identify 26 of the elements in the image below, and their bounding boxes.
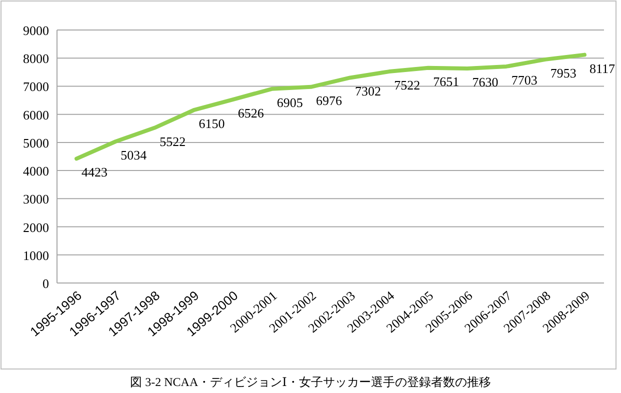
data-label: 6905 xyxy=(276,94,303,110)
y-tick-label: 2000 xyxy=(23,220,49,235)
data-label: 7302 xyxy=(355,84,382,99)
y-tick-label: 9000 xyxy=(23,23,49,38)
y-tick-label: 5000 xyxy=(23,135,49,150)
data-label: 7522 xyxy=(394,78,420,93)
data-label: 7703 xyxy=(511,72,538,88)
y-tick-label: 8000 xyxy=(23,51,49,66)
line-series xyxy=(74,52,586,161)
y-tick-label: 4000 xyxy=(23,164,49,179)
data-label: 8117 xyxy=(589,60,616,76)
y-tick-label: 3000 xyxy=(23,192,49,207)
data-label: 6150 xyxy=(198,116,225,132)
data-label: 5522 xyxy=(160,134,186,149)
data-label: 7953 xyxy=(550,65,576,80)
data-label: 4423 xyxy=(82,164,108,180)
data-label: 5034 xyxy=(120,147,148,162)
data-label: 6976 xyxy=(316,92,342,108)
y-tick-label: 6000 xyxy=(23,107,49,122)
y-tick-label: 1000 xyxy=(23,248,49,263)
y-tick-label: 0 xyxy=(42,276,49,291)
data-label: 6526 xyxy=(238,106,264,121)
y-tick-label: 7000 xyxy=(23,79,49,94)
caption: 図 3-2 NCAA・ディビジョンⅠ・女子サッカー選手の登録者数の推移 xyxy=(130,375,491,389)
data-label: 7651 xyxy=(433,74,460,89)
data-label: 7630 xyxy=(472,74,498,90)
